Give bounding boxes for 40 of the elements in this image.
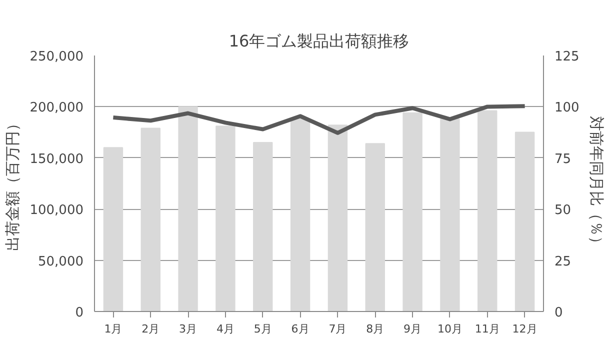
x-tick-label: 10月 (437, 322, 462, 336)
x-tick-label: 2月 (142, 322, 160, 336)
y-tick-label: 200,000 (30, 100, 84, 116)
y2-tick-label: 100 (554, 100, 580, 116)
x-tick-label: 4月 (216, 322, 234, 336)
bar (328, 124, 348, 312)
y-tick-label: 150,000 (30, 152, 84, 167)
bar (478, 110, 498, 312)
x-tick-label: 9月 (404, 322, 422, 336)
bar (402, 112, 422, 312)
bar (514, 132, 535, 312)
bar (140, 128, 160, 312)
y-tick-label: 250,000 (30, 50, 84, 64)
bar (253, 142, 273, 312)
x-tick-label: 6月 (291, 322, 310, 336)
y-axis-title: 出荷金額（百万円） (4, 116, 22, 251)
y2-tick-label: 125 (554, 50, 580, 64)
bar (178, 106, 198, 312)
y2-tick-label: 0 (554, 306, 563, 320)
bar (216, 126, 236, 312)
x-tick-label: 12月 (512, 322, 538, 336)
y-tick-label: 100,000 (30, 203, 84, 218)
x-tick-label: 5月 (254, 322, 272, 336)
chart-title: 16年ゴム製品出荷額推移 (228, 32, 410, 50)
bar (290, 118, 310, 312)
x-tick-label: 7月 (328, 322, 347, 336)
y2-tick-label: 25 (554, 254, 572, 270)
y2-tick-label: 75 (554, 152, 572, 167)
y-tick-label: 50,000 (38, 254, 84, 270)
bar (365, 143, 385, 312)
y-tick-label: 0 (75, 306, 84, 320)
x-tick-label: 3月 (179, 322, 198, 336)
bar (440, 118, 460, 312)
x-tick-label: 1月 (104, 322, 122, 336)
line-series (111, 104, 527, 135)
x-tick-label: 8月 (366, 322, 384, 336)
bar (103, 147, 124, 312)
y2-axis-title: 対前年同月比（％） (587, 116, 606, 251)
x-tick-label: 11月 (474, 322, 500, 336)
y2-tick-label: 50 (554, 203, 572, 218)
